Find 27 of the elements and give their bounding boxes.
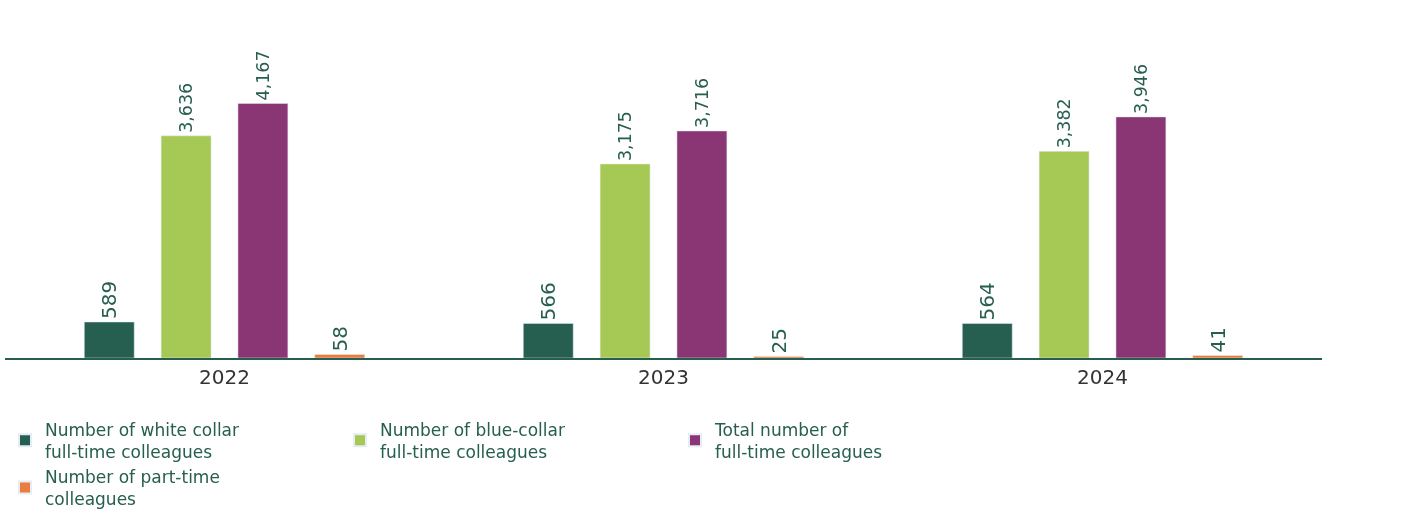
data-label: 566 <box>536 282 561 321</box>
legend-label: Total number of full-time colleagues <box>714 419 883 462</box>
x-tick-label: 2024 <box>1077 365 1128 389</box>
data-label: 3,382 <box>1054 98 1075 149</box>
legend-label: Number of part-time colleagues <box>45 466 220 510</box>
legend-label: Number of white collar full-time colleagues <box>45 419 240 462</box>
bar <box>1038 151 1090 358</box>
data-label: 564 <box>975 282 1000 321</box>
bar <box>1115 116 1167 358</box>
data-label: 3,636 <box>176 82 197 133</box>
data-label: 589 <box>97 280 122 320</box>
bar <box>599 163 651 358</box>
data-label: 25 <box>766 328 791 354</box>
x-tick-label: 2023 <box>638 365 689 389</box>
bar <box>237 103 289 358</box>
bar <box>314 354 365 358</box>
data-label: 4,167 <box>253 50 274 101</box>
data-label: 41 <box>1205 327 1230 353</box>
data-label: 58 <box>327 326 352 352</box>
legend-label: Number of blue-collar full-time colleagues <box>380 419 565 462</box>
bar <box>1192 355 1243 358</box>
data-label: 3,946 <box>1131 63 1152 114</box>
bar <box>676 130 728 358</box>
bar <box>160 135 212 358</box>
data-label: 3,716 <box>692 78 713 128</box>
data-label: 3,175 <box>615 111 636 161</box>
x-tick-label: 2022 <box>199 365 250 389</box>
